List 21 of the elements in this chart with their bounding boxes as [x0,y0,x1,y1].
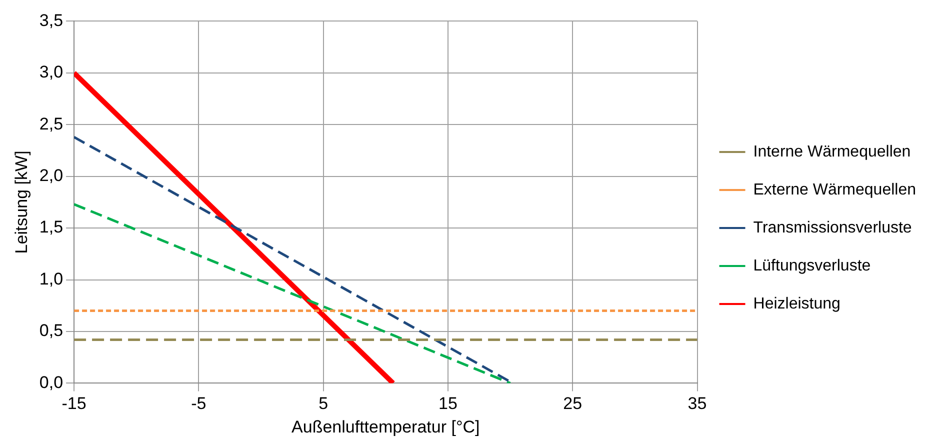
x-axis-title: Außenlufttemperatur [°C] [292,417,480,436]
y-tick-label: 1,5 [39,218,64,237]
legend-label: Transmissionsverluste [753,219,912,236]
y-tick-label: 3,5 [39,10,64,30]
x-tick-label: -15 [62,394,86,414]
legend-label: Lüftungsverluste [753,257,871,274]
y-tick-label: 1,0 [39,269,64,288]
legend-label: Externe Wärmequellen [753,181,916,198]
y-tick-label: 0,0 [39,372,64,392]
x-tick-label: -5 [191,394,206,414]
legend-label: Interne Wärmequellen [753,143,911,160]
x-tick-label: 25 [563,394,582,414]
y-tick-label: 3,0 [39,62,64,82]
y-tick-label: 2,0 [39,166,64,186]
legend-label: Heizleistung [753,295,840,312]
y-tick-label: 2,5 [39,114,64,134]
y-axis-title: Leitsung [kW] [12,150,31,254]
x-tick-label: 35 [688,394,707,414]
x-tick-label: 5 [318,394,328,414]
y-tick-label: 0,5 [39,321,64,340]
x-tick-label: 15 [438,394,458,414]
